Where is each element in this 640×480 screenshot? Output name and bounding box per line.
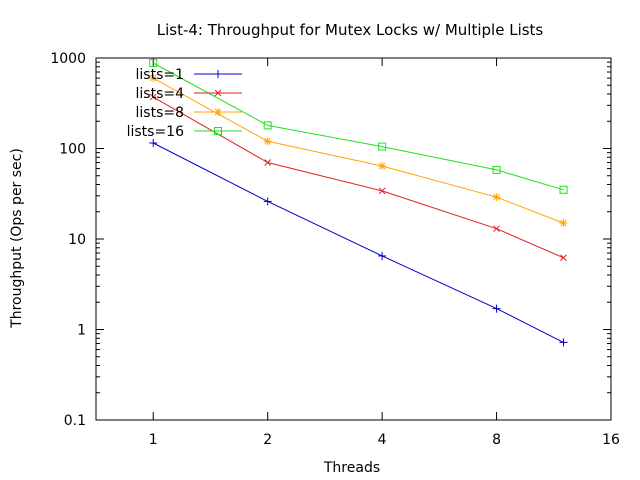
legend-marker [214,70,222,78]
legend-label: lists=16 [127,124,184,140]
x-tick-label: 4 [378,432,387,448]
data-point [378,187,386,195]
data-point [149,74,158,83]
data-point [492,165,501,174]
data-point [559,219,568,228]
series-line [152,96,564,259]
x-tick-label: 8 [492,432,501,448]
data-point [149,59,158,68]
legend-label: lists=4 [136,86,185,102]
legend: lists=1 lists=4 lists=8 lists=16 [127,67,242,140]
series-lists=8 [149,74,568,228]
legend-marker [214,108,222,116]
series-line [152,142,564,343]
data-point [263,197,272,206]
data-point [559,338,568,347]
data-point [492,193,501,202]
legend-label: lists=1 [136,67,185,83]
series-lists=16 [149,59,568,194]
plot-area: 1 2 4 8 16 0.1 1 10 100 1000 [50,51,620,448]
y-axis-label: Throughput (Ops per sec) [9,148,25,329]
data-point [264,159,272,166]
y-tick-label: 100 [59,142,86,158]
legend-label: lists=8 [136,105,185,121]
x-tick-label: 1 [149,432,158,448]
y-tick-label: 1000 [50,51,86,67]
data-point [493,225,500,233]
x-axis-label: Threads [323,460,380,476]
y-tick-label: 1 [77,323,86,339]
data-point [559,185,568,194]
legend-item: lists=4 [136,86,242,102]
data-point [378,162,387,171]
y-tick-label: 0.1 [64,413,86,429]
data-point [263,137,272,146]
series-line [152,77,564,224]
legend-item: lists=1 [136,67,242,83]
y-tick-label: 10 [68,232,86,248]
x-tick-label: 2 [263,432,272,448]
series-lists=1 [149,139,568,347]
data-point [492,304,501,313]
series-line [152,62,564,191]
data-point [149,93,157,101]
data-point [263,121,272,130]
data-point [149,139,158,148]
data-point [560,254,567,262]
chart-title: List-4: Throughput for Mutex Locks w/ Mu… [157,21,544,39]
series-lists=4 [149,93,567,262]
legend-item: lists=16 [127,124,242,140]
data-point [378,142,387,151]
x-tick-label: 16 [602,432,620,448]
legend-marker [214,127,222,135]
legend-marker [214,89,222,97]
data-point [378,251,387,260]
legend-item: lists=8 [136,105,242,121]
